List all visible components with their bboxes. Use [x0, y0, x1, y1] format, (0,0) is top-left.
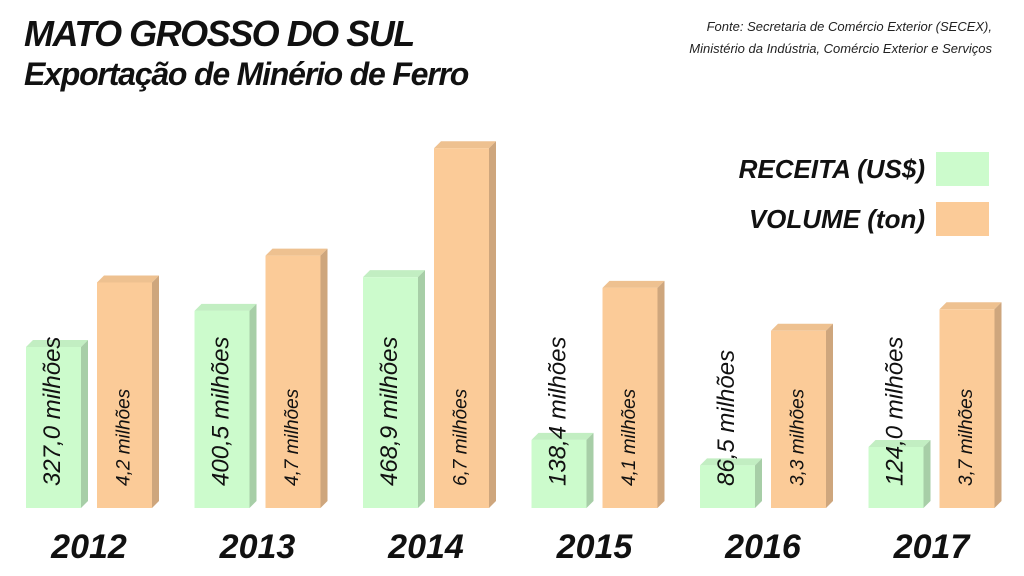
volume-bar-2017-front — [939, 309, 995, 508]
receita-bar-2016-top — [700, 458, 762, 466]
source-note: Fonte: Secretaria de Comércio Exterior (… — [689, 16, 992, 60]
chart-title-line2: Exportação de Minério de Ferro — [24, 56, 469, 92]
legend-label-receita: RECEITA (US$) — [739, 154, 925, 184]
receita-bar-2017-top — [868, 439, 931, 447]
volume-bar-2014-side — [489, 141, 496, 508]
receita-bar-2016-side — [755, 458, 762, 508]
receita-bar-2017 — [868, 439, 931, 508]
chart-title-line1: MATO GROSSO DO SUL — [24, 13, 415, 54]
receita-bar-2012-side — [81, 340, 88, 508]
receita-bar-2017-side — [923, 439, 931, 508]
volume-bar-2016-front — [771, 330, 826, 508]
volume-bar-2016-side — [826, 323, 833, 508]
volume-label-2012: 4,2 milhões — [114, 388, 135, 486]
receita-bar-2014-side — [418, 270, 425, 508]
volume-bar-2015 — [602, 280, 665, 508]
volume-bar-2014-top — [434, 141, 496, 149]
receita-bar-2013 — [194, 303, 257, 508]
x-tick-label-2017: 2017 — [893, 528, 972, 566]
x-tick-label-2014: 2014 — [387, 528, 464, 566]
receita-bar-2014-front — [363, 277, 418, 508]
volume-bar-2013-front — [265, 255, 321, 508]
volume-bar-2012-side — [152, 275, 159, 508]
receita-bar-2014 — [363, 270, 425, 508]
x-tick-label-2012: 2012 — [50, 528, 127, 566]
volume-bar-2013-side — [320, 248, 328, 509]
volume-bar-2012-front — [97, 282, 152, 508]
receita-bar-2015-front — [531, 439, 587, 508]
receita-bar-2015-top — [531, 432, 594, 440]
volume-bar-2015-side — [657, 280, 665, 508]
receita-bar-2013-top — [194, 303, 257, 311]
receita-bar-2012 — [26, 340, 88, 508]
receita-bar-2016-front — [700, 465, 755, 508]
volume-bar-2015-top — [602, 280, 665, 288]
x-tick-label-2015: 2015 — [556, 528, 634, 566]
volume-bar-2015-front — [602, 287, 658, 508]
volume-label-2013: 4,7 milhões — [282, 388, 303, 486]
receita-label-2012: 327,0 milhões — [39, 337, 66, 486]
volume-label-2017: 3,7 milhões — [956, 388, 977, 486]
receita-label-2015: 138,4 milhões — [544, 337, 571, 486]
receita-bar-2013-front — [194, 310, 250, 508]
receita-bar-2015 — [531, 432, 594, 508]
legend-swatch-receita — [936, 152, 989, 186]
volume-bar-2016-top — [771, 323, 833, 331]
receita-label-2016: 86,5 milhões — [713, 350, 740, 486]
chart-title: MATO GROSSO DO SUL Exportação de Minério… — [24, 13, 469, 94]
source-line2: Ministério da Indústria, Comércio Exteri… — [689, 41, 992, 56]
receita-bar-2015-side — [586, 432, 594, 508]
legend-label-volume: VOLUME (ton) — [749, 204, 925, 234]
volume-bar-2012 — [97, 275, 159, 508]
receita-label-2013: 400,5 milhões — [207, 337, 234, 486]
volume-bar-2016 — [771, 323, 833, 508]
volume-label-2016: 3,3 milhões — [788, 388, 809, 486]
receita-label-2017: 124,0 milhões — [881, 337, 908, 486]
volume-label-2014: 6,7 milhões — [451, 388, 472, 486]
volume-bar-2012-top — [97, 275, 159, 283]
volume-bar-2017-side — [994, 302, 1002, 508]
receita-bar-2012-top — [26, 340, 88, 348]
source-line1: Fonte: Secretaria de Comércio Exterior (… — [706, 19, 992, 34]
volume-bar-2013-top — [265, 248, 328, 256]
volume-bar-2017-top — [939, 302, 1002, 310]
receita-bar-2013-side — [249, 303, 257, 508]
receita-bar-2014-top — [363, 270, 425, 278]
receita-bar-2012-front — [26, 347, 81, 508]
x-tick-label-2016: 2016 — [724, 528, 802, 566]
volume-bar-2017 — [939, 302, 1002, 508]
volume-bar-2014-front — [434, 148, 489, 508]
receita-bar-2017-front — [868, 446, 924, 508]
volume-bar-2013 — [265, 248, 328, 509]
x-tick-label-2013: 2013 — [219, 528, 296, 566]
receita-bar-2016 — [700, 458, 762, 508]
volume-bar-2014 — [434, 141, 496, 508]
volume-label-2015: 4,1 milhões — [619, 388, 640, 486]
receita-label-2014: 468,9 milhões — [376, 337, 403, 486]
legend-swatch-volume — [936, 202, 989, 236]
